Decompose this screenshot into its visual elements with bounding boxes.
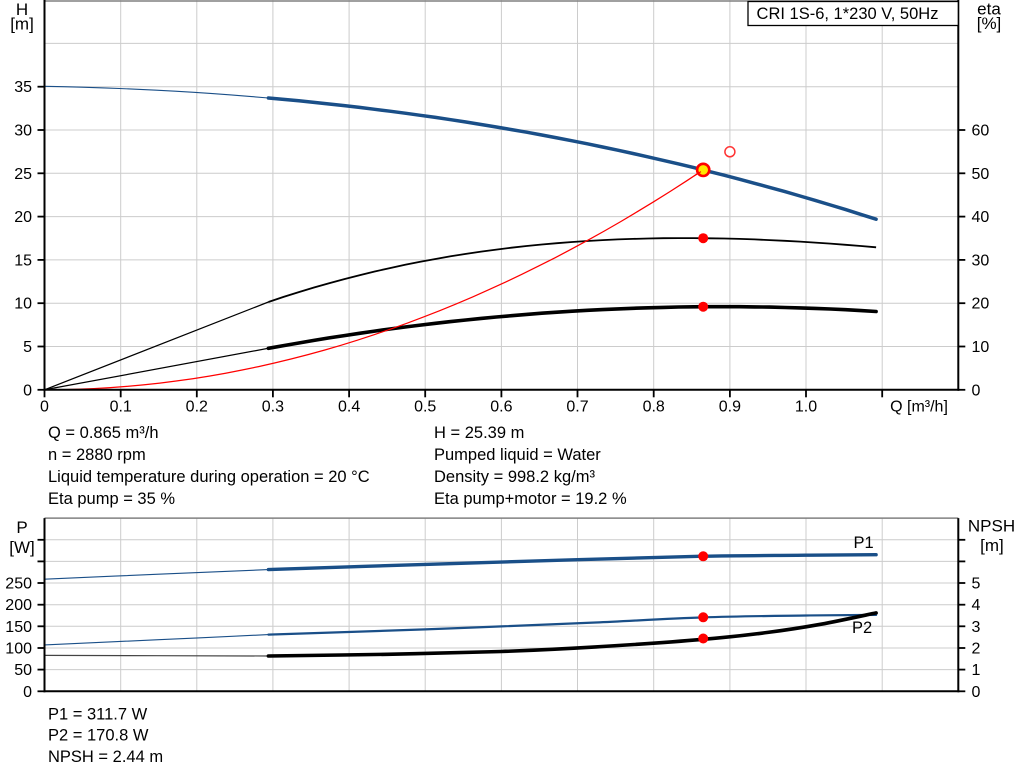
svg-text:Eta pump = 35 %: Eta pump = 35 % [48,490,175,508]
svg-text:2: 2 [972,641,981,658]
svg-text:P1: P1 [854,534,874,552]
svg-text:Q = 0.865 m³/h: Q = 0.865 m³/h [48,424,159,442]
svg-text:[W]: [W] [9,538,35,557]
svg-text:50: 50 [972,166,990,183]
svg-text:10: 10 [14,296,32,313]
svg-text:P: P [16,518,27,537]
svg-text:100: 100 [5,641,32,658]
svg-text:NPSH = 2.44 m: NPSH = 2.44 m [48,748,163,766]
svg-text:H = 25.39 m: H = 25.39 m [434,424,524,442]
svg-text:P2: P2 [852,619,872,637]
svg-text:eta: eta [977,0,1001,19]
svg-text:Liquid temperature during oper: Liquid temperature during operation = 20… [48,468,370,486]
svg-text:3: 3 [972,619,981,636]
svg-text:Density = 998.2 kg/m³: Density = 998.2 kg/m³ [434,468,595,486]
svg-text:0.4: 0.4 [338,399,360,416]
svg-text:Pumped liquid = Water: Pumped liquid = Water [434,446,601,464]
svg-text:0.1: 0.1 [110,399,132,416]
svg-text:15: 15 [14,252,32,269]
svg-text:P1 = 311.7 W: P1 = 311.7 W [48,706,148,724]
svg-text:0: 0 [972,382,981,399]
svg-text:0.2: 0.2 [186,399,208,416]
svg-text:Q [m³/h]: Q [m³/h] [890,399,948,416]
svg-text:H: H [16,0,28,19]
svg-text:20: 20 [972,296,990,313]
svg-text:[m]: [m] [10,14,34,33]
svg-text:1.0: 1.0 [795,399,817,416]
svg-text:1: 1 [972,662,981,679]
svg-text:25: 25 [14,166,32,183]
svg-text:n = 2880 rpm: n = 2880 rpm [48,446,146,464]
svg-text:0: 0 [40,399,49,416]
svg-text:5: 5 [972,576,981,593]
svg-text:50: 50 [14,662,32,679]
svg-text:0: 0 [23,684,32,701]
svg-text:4: 4 [972,597,981,614]
svg-text:0.5: 0.5 [414,399,436,416]
svg-text:30: 30 [14,123,32,140]
svg-text:NPSH: NPSH [968,516,1015,535]
svg-text:0.8: 0.8 [643,399,665,416]
svg-text:0.7: 0.7 [566,399,588,416]
svg-text:60: 60 [972,123,990,140]
svg-text:[%]: [%] [977,14,1002,33]
svg-text:200: 200 [5,597,32,614]
svg-text:150: 150 [5,619,32,636]
svg-text:CRI 1S-6, 1*230 V, 50Hz: CRI 1S-6, 1*230 V, 50Hz [757,5,939,23]
svg-text:30: 30 [972,252,990,269]
svg-text:0.3: 0.3 [262,399,284,416]
svg-text:40: 40 [972,209,990,226]
svg-text:0: 0 [23,382,32,399]
svg-text:P2 = 170.8 W: P2 = 170.8 W [48,727,149,745]
svg-text:35: 35 [14,79,32,96]
svg-text:20: 20 [14,209,32,226]
svg-text:5: 5 [23,339,32,356]
svg-text:0.9: 0.9 [719,399,741,416]
svg-text:250: 250 [5,576,32,593]
svg-text:[m]: [m] [980,536,1004,555]
svg-text:10: 10 [972,339,990,356]
svg-text:0.6: 0.6 [490,399,512,416]
svg-text:Eta pump+motor = 19.2 %: Eta pump+motor = 19.2 % [434,490,627,508]
svg-text:0: 0 [972,684,981,701]
